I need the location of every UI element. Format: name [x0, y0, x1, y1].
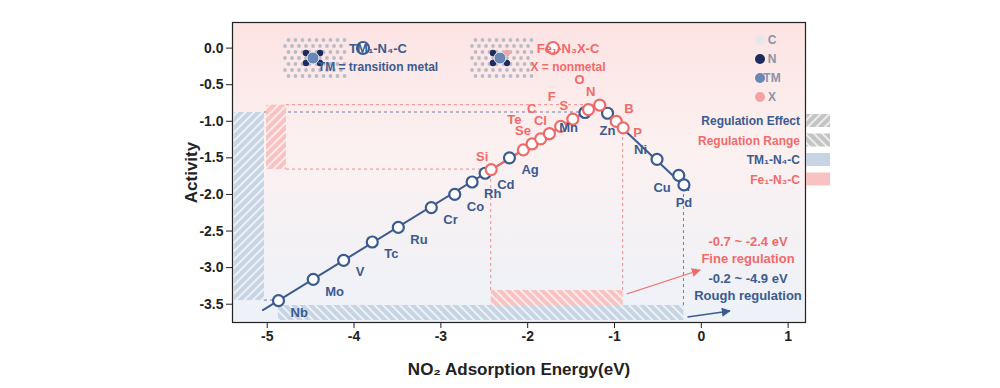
svg-text:TM = transition metal: TM = transition metal: [318, 60, 438, 74]
svg-text:-3.5: -3.5: [199, 296, 223, 312]
svg-text:C: C: [527, 101, 537, 116]
svg-text:Cl: Cl: [534, 113, 547, 128]
svg-text:Si: Si: [476, 149, 488, 164]
svg-text:S: S: [559, 98, 568, 113]
svg-text:Fine regulation: Fine regulation: [701, 251, 794, 266]
svg-text:P: P: [633, 125, 642, 140]
svg-text:X: X: [768, 90, 776, 104]
svg-text:Se: Se: [515, 123, 531, 138]
svg-text:Co: Co: [467, 199, 484, 214]
svg-text:-0.7 ~ -2.4 eV: -0.7 ~ -2.4 eV: [708, 234, 787, 249]
svg-text:Te: Te: [507, 112, 522, 127]
svg-text:Fe₁-N₃X-C: Fe₁-N₃X-C: [537, 41, 600, 56]
svg-text:Regulation Range: Regulation Range: [698, 134, 800, 148]
svg-text:Ni: Ni: [634, 141, 647, 156]
svg-text:V: V: [356, 264, 365, 279]
svg-text:N: N: [586, 84, 595, 99]
svg-text:-1: -1: [608, 328, 621, 344]
svg-text:Ag: Ag: [521, 162, 538, 177]
svg-text:-0.2 ~ -4.9 eV: -0.2 ~ -4.9 eV: [708, 271, 787, 286]
svg-text:-2: -2: [521, 328, 534, 344]
svg-text:-1.0: -1.0: [199, 113, 223, 129]
svg-text:-5: -5: [261, 328, 274, 344]
svg-text:C: C: [768, 33, 777, 47]
svg-text:-2.0: -2.0: [199, 186, 223, 202]
svg-text:NO₂ Adsorption Energy(eV): NO₂ Adsorption Energy(eV): [408, 360, 630, 379]
svg-text:F: F: [548, 89, 556, 104]
svg-text:-3: -3: [435, 328, 448, 344]
svg-text:N: N: [768, 52, 777, 66]
svg-text:Rh: Rh: [484, 186, 502, 202]
svg-text:Activity: Activity: [182, 141, 201, 203]
svg-text:Mn: Mn: [559, 120, 578, 135]
svg-text:Cd: Cd: [497, 177, 514, 192]
svg-text:-3.0: -3.0: [199, 259, 223, 275]
svg-text:Cr: Cr: [443, 212, 457, 227]
svg-text:O: O: [574, 71, 585, 87]
svg-text:-0.5: -0.5: [199, 76, 223, 92]
svg-text:Fe₁-N₃-C: Fe₁-N₃-C: [750, 173, 800, 187]
svg-text:0: 0: [697, 328, 705, 344]
svg-text:0.0: 0.0: [204, 40, 224, 56]
svg-text:Rough regulation: Rough regulation: [694, 288, 802, 303]
svg-text:TM₁-N₄-C: TM₁-N₄-C: [349, 41, 407, 56]
svg-text:-4: -4: [348, 328, 361, 344]
svg-text:B: B: [624, 101, 633, 116]
svg-text:Tc: Tc: [384, 246, 398, 261]
svg-text:TM₁-N₄-C: TM₁-N₄-C: [747, 153, 801, 167]
svg-text:Cu: Cu: [653, 180, 670, 195]
svg-text:-2.5: -2.5: [199, 223, 223, 239]
svg-text:Zn: Zn: [600, 123, 616, 138]
svg-text:Regulation Effect: Regulation Effect: [701, 114, 800, 128]
svg-text:1: 1: [784, 328, 792, 344]
svg-text:Nb: Nb: [291, 305, 308, 320]
svg-text:Ru: Ru: [410, 232, 427, 247]
svg-text:Mo: Mo: [325, 283, 344, 298]
svg-text:Pd: Pd: [676, 195, 693, 210]
svg-text:X = nonmetal: X = nonmetal: [530, 60, 605, 74]
svg-text:TM: TM: [763, 71, 780, 85]
svg-text:-1.5: -1.5: [199, 149, 223, 165]
